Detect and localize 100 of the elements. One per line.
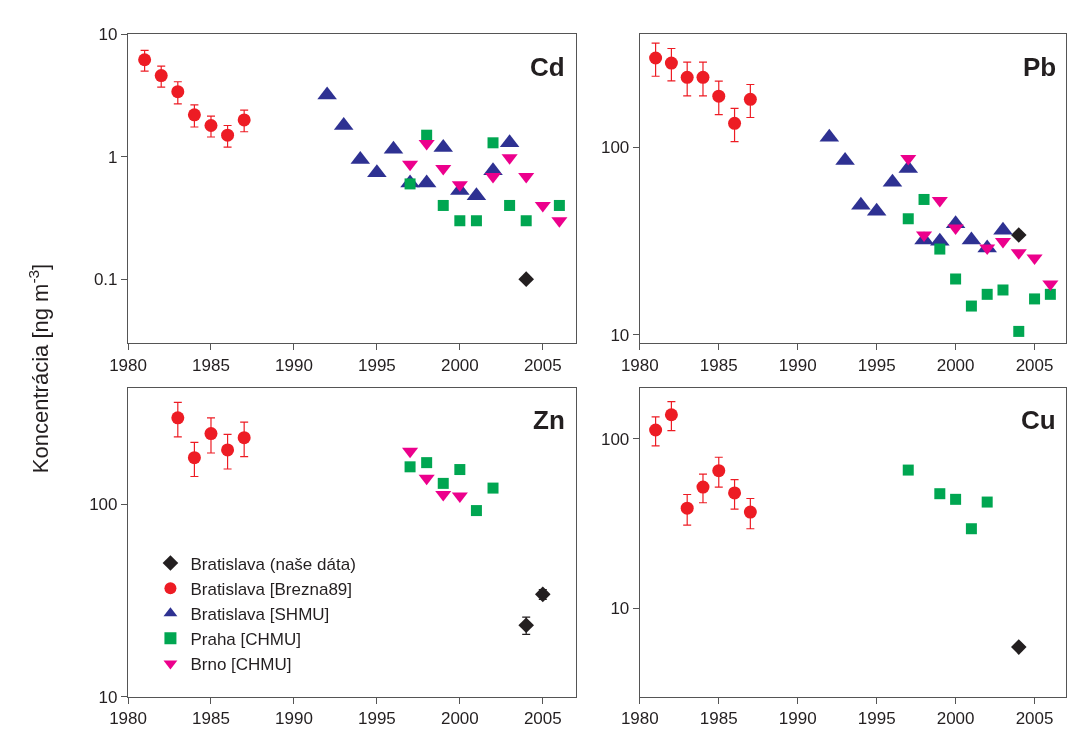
y-tick-label: 100 (600, 429, 630, 449)
x-tick-label: 1995 (357, 355, 396, 375)
point (171, 85, 185, 99)
point (421, 129, 433, 141)
point (981, 288, 993, 300)
point (454, 464, 466, 476)
point (965, 300, 977, 312)
point (931, 196, 948, 208)
x-tick-label: 1995 (357, 709, 396, 729)
y-tick-label: 10 (98, 25, 118, 45)
point (237, 113, 251, 127)
point (649, 423, 663, 437)
point (518, 172, 535, 184)
point (918, 193, 930, 205)
y-tick-label: 10 (610, 599, 630, 619)
point (187, 451, 201, 465)
point (680, 501, 694, 515)
point (1013, 325, 1025, 337)
point (553, 199, 565, 211)
text: Pb (1023, 52, 1057, 82)
point (487, 482, 499, 494)
x-tick-label: 1985 (192, 709, 230, 729)
point (981, 496, 993, 508)
x-tick-label: 2000 (440, 355, 479, 375)
x-tick-label: 2005 (523, 709, 562, 729)
point (1029, 293, 1041, 305)
x-tick-label: 1995 (857, 355, 896, 375)
x-tick-label: 1980 (620, 709, 659, 729)
point (470, 215, 482, 227)
point (728, 486, 742, 500)
point (451, 492, 468, 504)
point (664, 408, 678, 422)
point (418, 474, 435, 486)
point (518, 271, 534, 287)
x-tick-label: 1980 (109, 709, 147, 729)
point (950, 273, 962, 285)
point (1010, 639, 1027, 655)
x-tick-label: 1985 (699, 709, 738, 729)
point (204, 427, 218, 441)
x-tick-label: 2000 (936, 355, 975, 375)
x-tick-label: 1995 (857, 709, 896, 729)
point (204, 119, 218, 132)
text: Cu (1021, 405, 1056, 435)
y-tick-label: 10 (610, 325, 630, 345)
x-tick-label: 1985 (699, 355, 738, 375)
x-tick-label: 2005 (1015, 355, 1054, 375)
point (664, 56, 678, 70)
y-tick-label: 1 (108, 147, 118, 167)
point (728, 116, 742, 130)
point (187, 108, 201, 122)
x-tick-label: 1990 (778, 709, 817, 729)
point (934, 488, 946, 500)
x-tick-label: 2005 (1015, 709, 1054, 729)
point (437, 199, 449, 211)
point (470, 505, 482, 517)
point (171, 411, 185, 425)
point (743, 505, 757, 519)
x-tick-label: 1985 (192, 355, 230, 375)
x-tick-label: 1980 (109, 355, 147, 375)
y-tick-label: 10 (98, 687, 118, 707)
point (454, 215, 466, 227)
point (902, 213, 914, 225)
legend-label: Brno [CHMU] (190, 655, 292, 675)
point (934, 243, 946, 255)
point (534, 201, 551, 213)
point (504, 199, 516, 211)
x-tick-label: 2000 (936, 709, 975, 729)
x-tick-label: 1990 (778, 355, 817, 375)
point (534, 586, 551, 603)
point (404, 461, 416, 473)
legend-label: Bratislava (naše dáta) (190, 554, 356, 574)
point (437, 477, 449, 489)
x-tick-label: 1990 (275, 709, 313, 729)
point (649, 51, 663, 65)
point (221, 443, 235, 457)
point (154, 69, 168, 83)
y-tick-label: 100 (600, 138, 630, 158)
point (237, 431, 251, 445)
text: Cd (530, 52, 565, 82)
legend-label: Bratislava [SHMU] (190, 604, 330, 624)
point (520, 215, 532, 227)
x-tick-label: 1980 (620, 355, 659, 375)
x-tick-label: 2005 (523, 355, 562, 375)
point (1042, 280, 1059, 292)
legend-label: Bratislava [Brezna89] (190, 579, 353, 599)
point (421, 457, 433, 469)
point (712, 464, 726, 478)
text: Zn (533, 405, 565, 435)
point (680, 70, 694, 84)
y-tick-label: 0.1 (93, 270, 118, 290)
point (997, 284, 1009, 296)
x-tick-label: 1990 (275, 355, 313, 375)
legend-label: Praha [CHMU] (190, 629, 301, 649)
y-tick-label: 100 (89, 495, 118, 514)
point (902, 464, 914, 476)
point (1044, 288, 1056, 300)
point (487, 137, 499, 149)
point (138, 53, 152, 67)
point (947, 224, 964, 236)
point (696, 70, 710, 84)
